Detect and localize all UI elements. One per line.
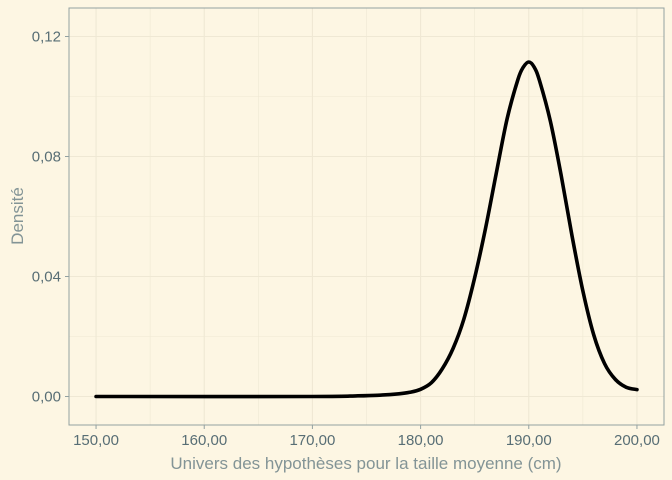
y-tick-label: 0,12 xyxy=(32,29,61,46)
panel-border xyxy=(68,7,665,426)
series-layer xyxy=(94,60,639,399)
axis-layer: 150,00 160,00 170,00 180,00 190,00 200,00 0,00… xyxy=(32,7,665,449)
density-curve xyxy=(94,60,639,399)
y-tick-label: 0,04 xyxy=(32,269,61,286)
grid-layer xyxy=(69,8,664,425)
x-tick-label: 180,00 xyxy=(398,432,444,449)
y-tick-label: 0,00 xyxy=(32,389,61,406)
x-tick-label: 190,00 xyxy=(506,432,552,449)
y-axis-title: Densité xyxy=(8,187,27,245)
y-tick-label: 0,08 xyxy=(32,149,61,166)
x-tick-label: 150,00 xyxy=(73,432,119,449)
x-tick-label: 160,00 xyxy=(181,432,227,449)
x-axis-title: Univers des hypothèses pour la taille mo… xyxy=(170,454,561,473)
x-tick-label: 200,00 xyxy=(614,432,660,449)
x-tick-label: 170,00 xyxy=(289,432,335,449)
